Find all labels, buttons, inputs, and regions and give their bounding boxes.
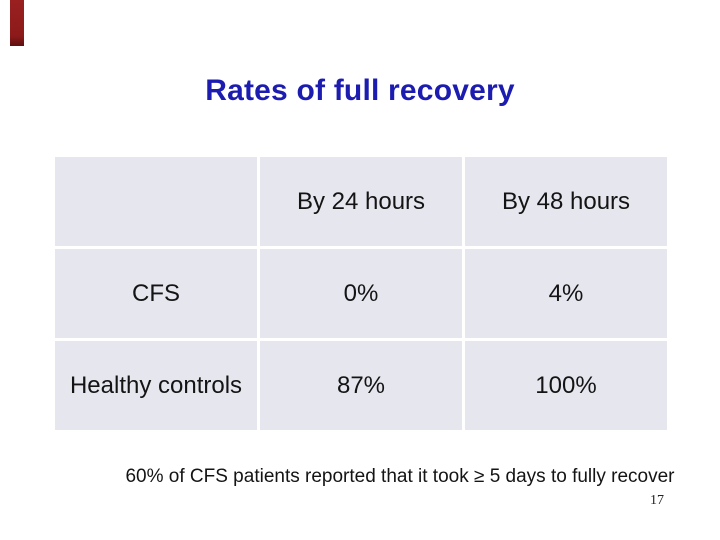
- cell-healthy-controls-by-48-hours: 100%: [465, 341, 667, 430]
- table-corner-cell: [55, 157, 257, 246]
- row-label-cfs: CFS: [55, 249, 257, 338]
- table-header-by-24-hours: By 24 hours: [260, 157, 462, 246]
- cell-healthy-controls-by-24-hours: 87%: [260, 341, 462, 430]
- slide-title: Rates of full recovery: [205, 74, 515, 107]
- cell-cfs-by-24-hours: 0%: [260, 249, 462, 338]
- page-number: 17: [650, 493, 664, 508]
- recovery-rates-table: By 24 hours By 48 hours CFS 0% 4% Health…: [55, 157, 667, 430]
- footnote-text: 60% of CFS patients reported that it too…: [125, 466, 675, 487]
- cell-cfs-by-48-hours: 4%: [465, 249, 667, 338]
- bookmark-ribbon-icon: [10, 0, 24, 46]
- row-label-healthy-controls: Healthy controls: [55, 341, 257, 430]
- table-header-by-48-hours: By 48 hours: [465, 157, 667, 246]
